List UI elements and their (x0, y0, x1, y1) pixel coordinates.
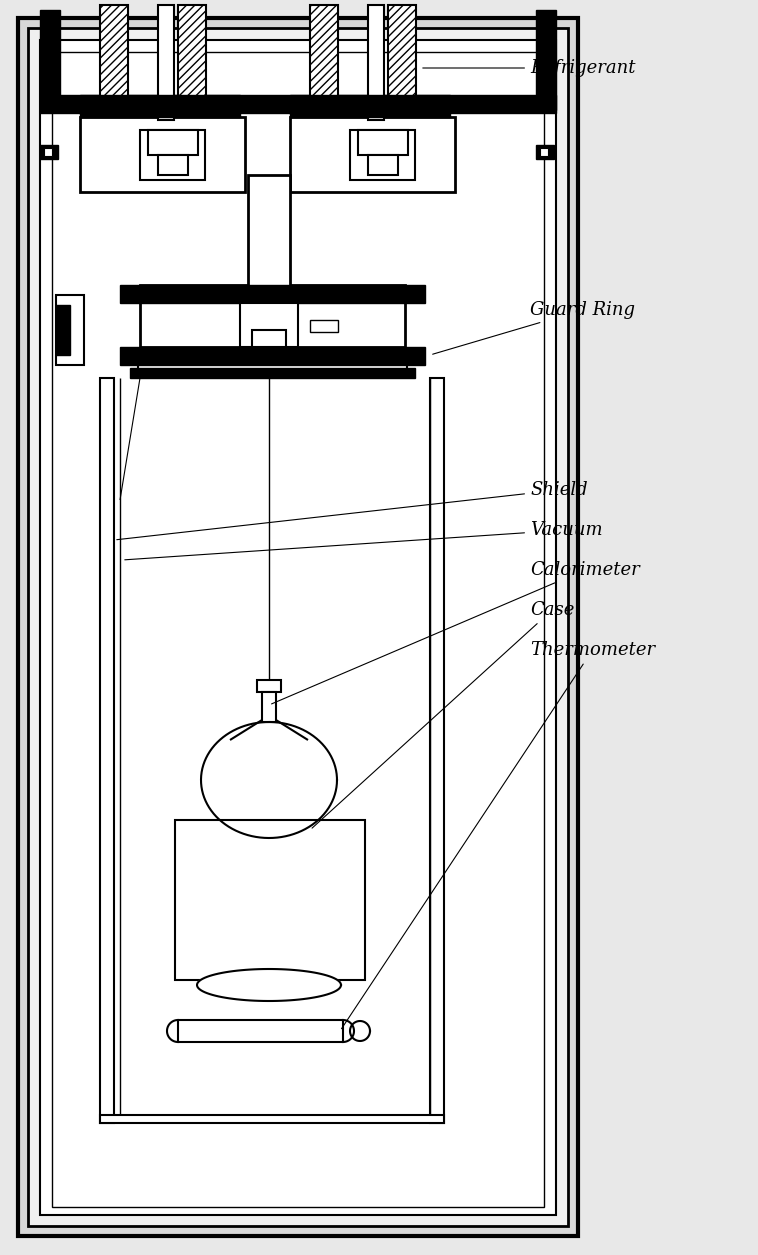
Bar (138, 363, 407, 371)
Text: Thermometer: Thermometer (342, 641, 655, 1029)
Bar (536, 10, 556, 110)
Bar (257, 680, 281, 692)
Bar (358, 131, 408, 156)
Polygon shape (197, 969, 341, 1001)
Bar (158, 156, 188, 174)
Polygon shape (201, 722, 337, 838)
Bar (40, 10, 60, 110)
Bar (540, 148, 548, 156)
Bar (140, 285, 405, 346)
Bar (310, 5, 338, 100)
Bar (178, 1020, 343, 1042)
Bar (80, 117, 245, 192)
Bar (240, 302, 298, 346)
Bar (536, 146, 554, 159)
Bar (56, 295, 84, 365)
Bar (40, 95, 556, 113)
Bar (100, 1114, 444, 1123)
Bar (368, 156, 398, 174)
Text: Shield: Shield (117, 481, 587, 540)
Bar (40, 40, 556, 1215)
Bar (80, 95, 240, 117)
Bar (130, 368, 415, 378)
Polygon shape (350, 1022, 370, 1040)
Bar (28, 28, 568, 1226)
Text: Guard Ring: Guard Ring (433, 301, 635, 354)
Bar (140, 131, 205, 179)
Bar (120, 285, 425, 302)
Bar (100, 5, 128, 100)
Bar (252, 330, 286, 346)
Bar (44, 148, 52, 156)
Bar (52, 51, 544, 1207)
Polygon shape (167, 1020, 178, 1042)
Bar (248, 174, 290, 350)
Bar (430, 378, 444, 1123)
Bar (388, 5, 416, 100)
Bar (350, 131, 415, 179)
Bar (175, 820, 365, 980)
Bar (148, 131, 198, 156)
Bar (158, 5, 174, 120)
Bar (368, 5, 384, 120)
Bar (100, 378, 114, 1123)
Bar (262, 692, 276, 722)
Bar (178, 5, 206, 100)
Bar (40, 146, 58, 159)
Text: Vacuum: Vacuum (125, 521, 603, 560)
Bar (310, 320, 338, 333)
Bar (18, 18, 578, 1236)
Text: Case: Case (312, 601, 575, 828)
Text: Refrigerant: Refrigerant (423, 59, 635, 77)
Bar (56, 305, 70, 355)
Bar (290, 117, 455, 192)
Text: Calorimeter: Calorimeter (271, 561, 640, 704)
Bar (290, 95, 450, 117)
Bar (120, 346, 425, 365)
